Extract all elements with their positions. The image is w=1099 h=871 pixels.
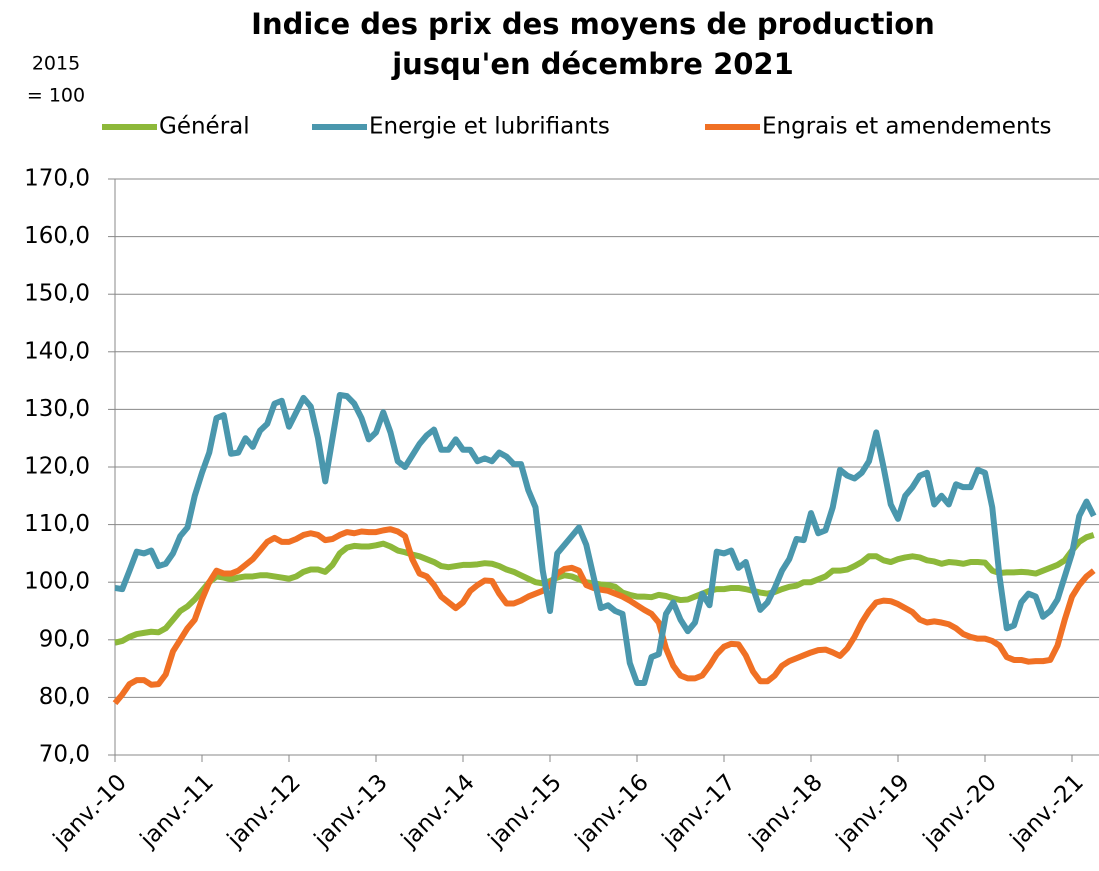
x-tick-label: janv.-20 [918,769,1002,853]
y-axis-label: 2015 [32,53,80,75]
x-tick-label: janv.-13 [309,769,393,853]
y-tick-label: 100,0 [24,569,90,595]
y-tick-label: 140,0 [24,338,90,364]
x-tick-label: janv.-14 [396,769,480,853]
series-line [114,392,1097,686]
x-tick-label: janv.-15 [483,769,567,853]
x-tick-label: janv.-21 [1005,769,1089,853]
legend-label: Energie et lubrifiants [369,114,610,140]
y-tick-label: 160,0 [24,223,90,249]
y-axis-label: = 100 [27,85,85,107]
x-tick-label: janv.-12 [222,769,306,853]
x-tick-label: janv.-11 [135,769,219,853]
y-tick-label: 70,0 [39,742,90,768]
y-tick-label: 80,0 [39,684,90,710]
x-tick-label: janv.-16 [570,769,654,853]
x-tick-label: janv.-10 [48,769,132,853]
chart-title: Indice des prix des moyens de production [251,7,935,41]
y-tick-label: 170,0 [24,166,90,192]
y-tick-label: 110,0 [24,511,90,537]
chart-title: jusqu'en décembre 2021 [391,47,794,81]
legend-label: Général [159,114,250,140]
y-tick-label: 120,0 [24,454,90,480]
y-tick-label: 90,0 [39,626,90,652]
x-tick-label: janv.-19 [831,769,915,853]
series-line [114,532,1095,646]
x-tick-label: janv.-18 [744,769,828,853]
x-tick-label: janv.-17 [657,769,741,853]
y-tick-label: 150,0 [24,281,90,307]
y-tick-label: 130,0 [24,396,90,422]
series-line [112,526,1096,706]
legend-label: Engrais et amendements [762,114,1052,140]
